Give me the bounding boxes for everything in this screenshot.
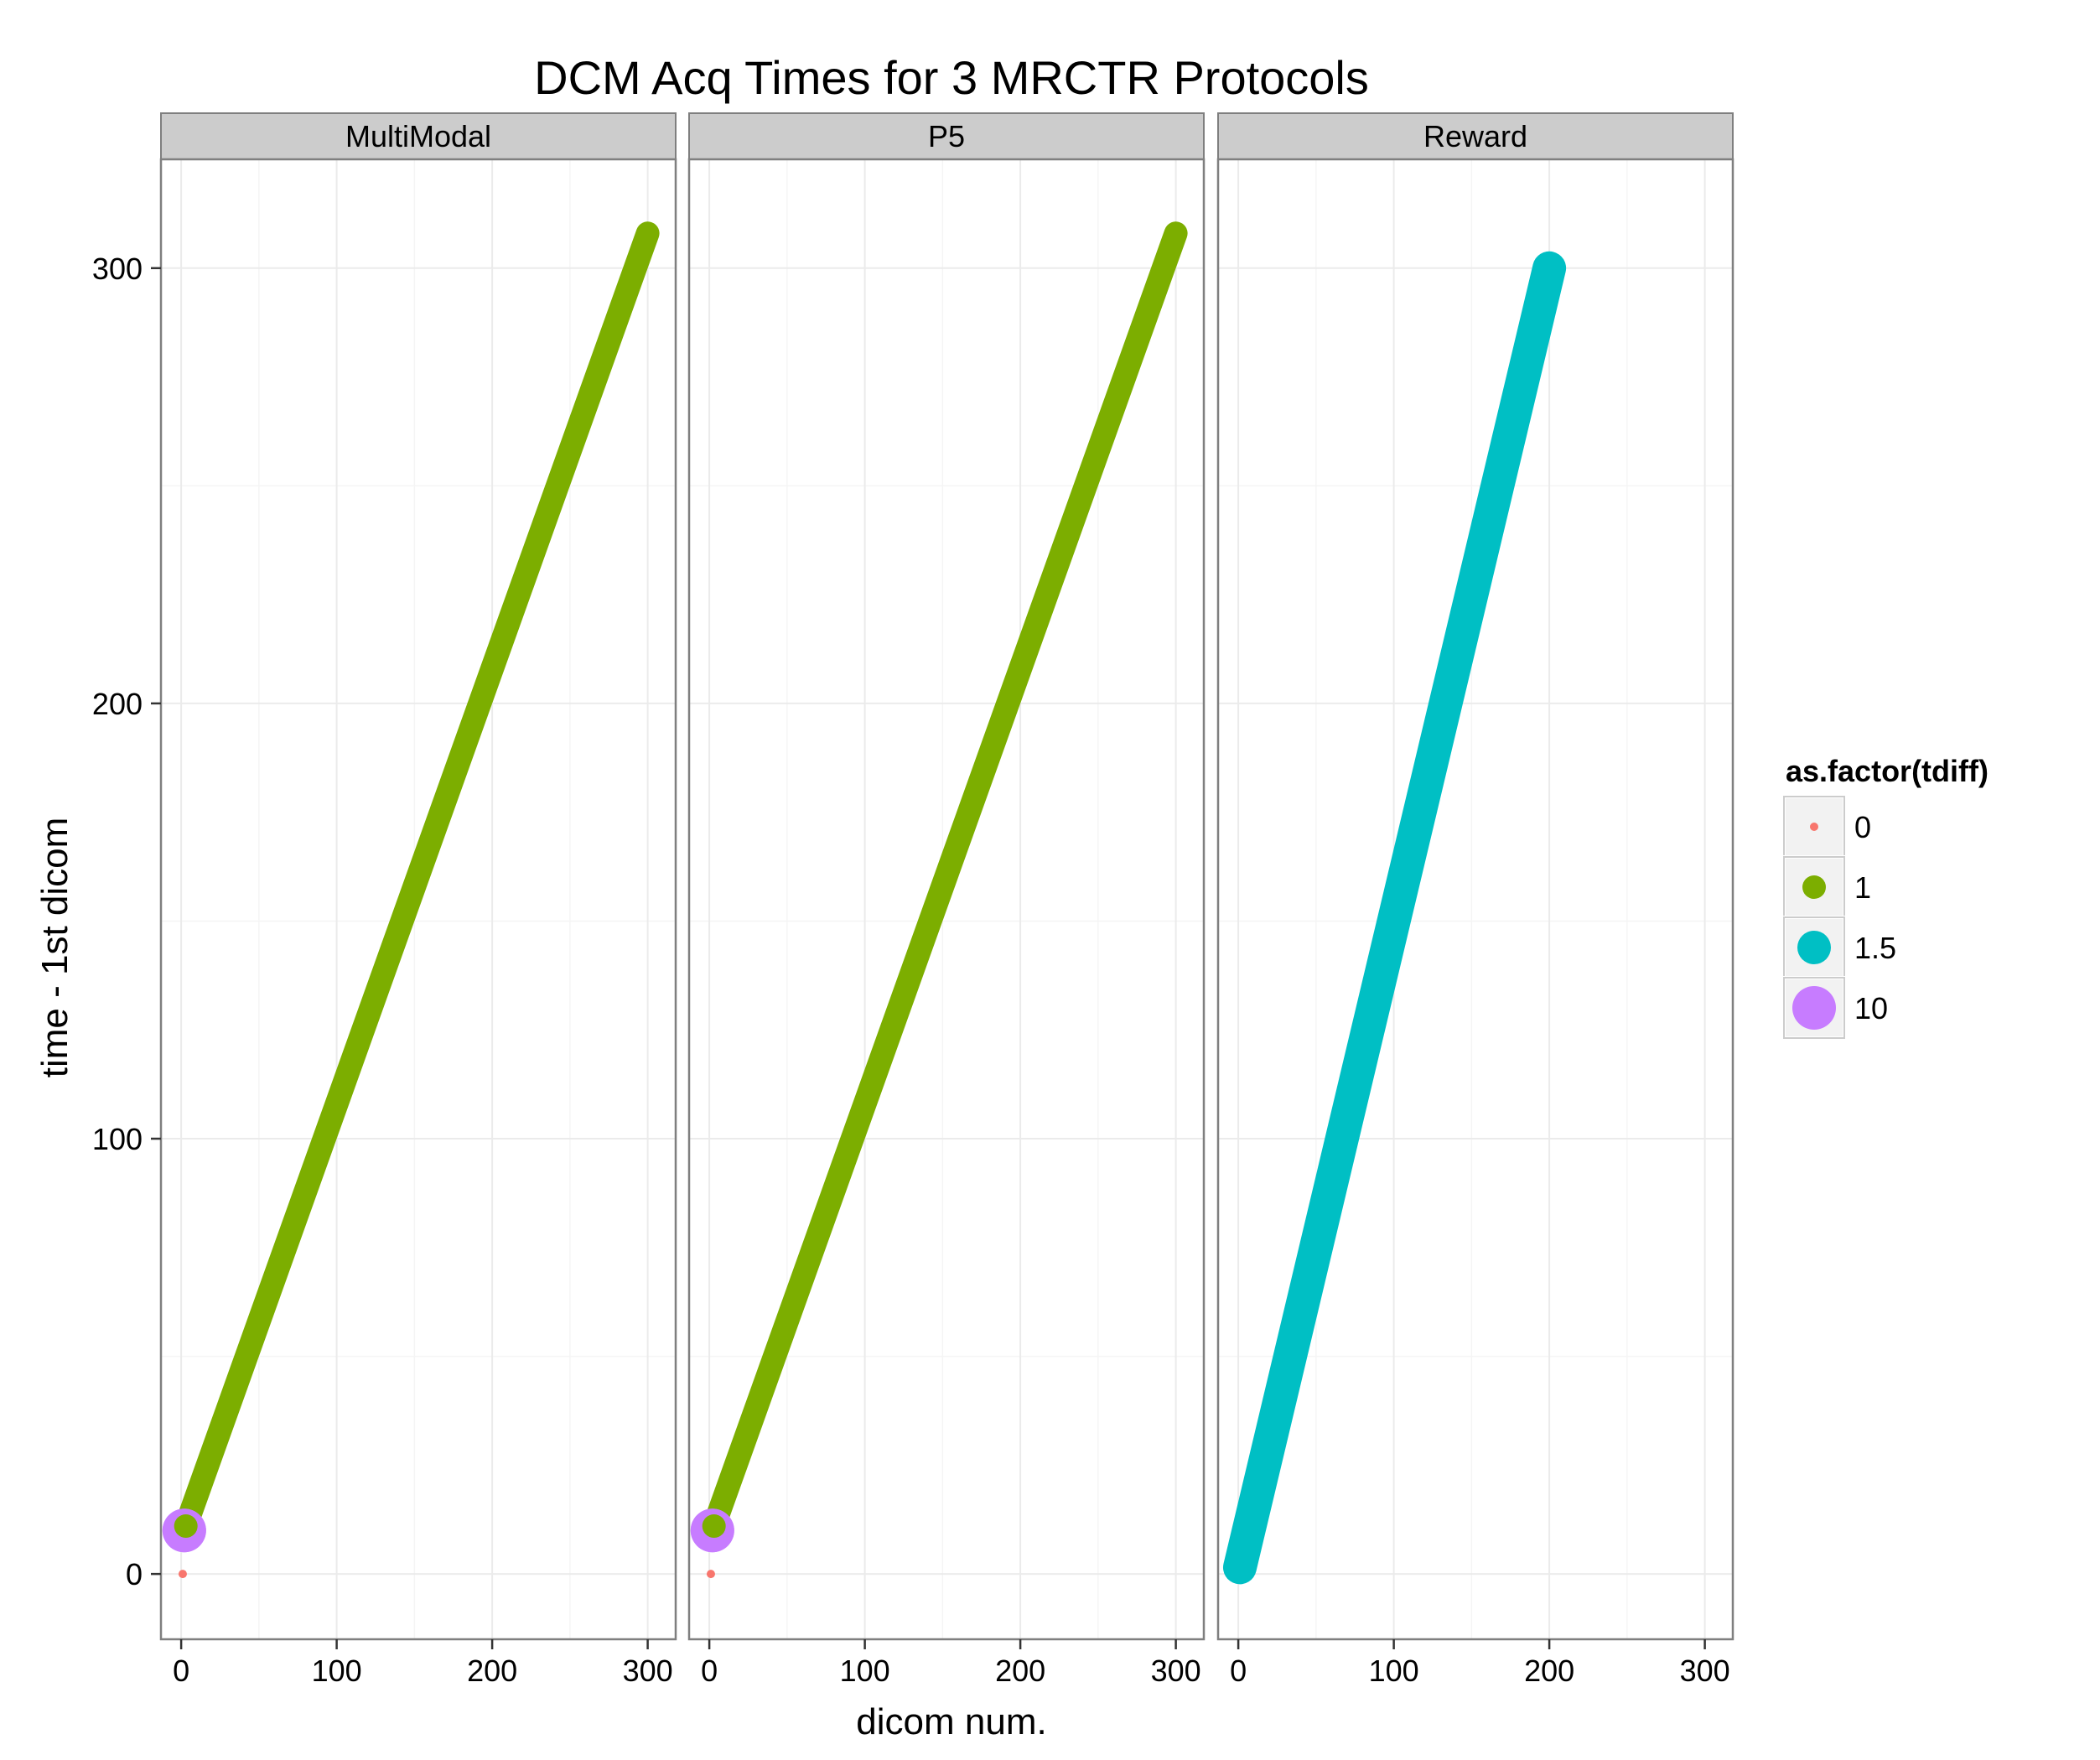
legend-key-1.5 bbox=[1797, 931, 1831, 964]
legend-key-border bbox=[1783, 977, 1845, 1039]
panel-background bbox=[1218, 159, 1733, 1639]
y-tick-label: 0 bbox=[126, 1557, 143, 1591]
facet-strip-label: MultiModal bbox=[345, 119, 491, 153]
facet-panels: MultiModal 0 100 200 300 P5 0 100 200 300 Reward 0 1… bbox=[159, 112, 1734, 1688]
x-tick-label: 0 bbox=[701, 1654, 718, 1688]
legend-key-0 bbox=[1810, 823, 1818, 831]
panel-border bbox=[687, 158, 1206, 1641]
data-series-tdiff-1 bbox=[174, 221, 660, 1539]
legend-label: 0 bbox=[1854, 810, 1871, 844]
legend-label: 1 bbox=[1854, 870, 1871, 905]
facet-panel-reward: Reward 0 100 200 300 bbox=[1216, 112, 1734, 1688]
legend-label: 1.5 bbox=[1854, 931, 1896, 965]
x-tick-label: 200 bbox=[995, 1654, 1045, 1688]
legend-label: 10 bbox=[1854, 991, 1888, 1025]
facet-strip bbox=[688, 112, 1205, 160]
panel-border bbox=[1216, 158, 1734, 1641]
data-series-tdiff-1.5 bbox=[1222, 251, 1567, 1585]
facet-strip-label: P5 bbox=[928, 119, 965, 153]
x-tick-label: 300 bbox=[623, 1654, 673, 1688]
facet-panel-p5: P5 0 100 200 300 bbox=[687, 112, 1206, 1688]
x-tick-label: 0 bbox=[173, 1654, 189, 1688]
legend-title: as.factor(tdiff) bbox=[1786, 754, 1989, 788]
facet-strip bbox=[1217, 112, 1734, 160]
data-point-tdiff-0 bbox=[178, 1570, 187, 1579]
data-point-tdiff-0 bbox=[706, 1570, 715, 1579]
x-tick-label: 100 bbox=[312, 1654, 362, 1688]
y-tick-label: 300 bbox=[92, 252, 143, 286]
x-tick-label: 300 bbox=[1680, 1654, 1730, 1688]
panel-border bbox=[159, 158, 677, 1641]
y-axis: 0 100 200 300 bbox=[92, 252, 161, 1591]
facet-strip bbox=[160, 112, 677, 160]
data-series-tdiff-1 bbox=[702, 221, 1188, 1539]
data-point-tdiff-1 bbox=[702, 1514, 726, 1539]
legend-key-1 bbox=[1802, 875, 1826, 899]
x-tick-label: 100 bbox=[1369, 1654, 1419, 1688]
y-tick-label: 100 bbox=[92, 1122, 143, 1156]
x-tick-label: 100 bbox=[840, 1654, 890, 1688]
data-point-tdiff-1 bbox=[174, 1514, 198, 1539]
y-axis-label: time - 1st dicom bbox=[34, 818, 75, 1078]
x-axis-label: dicom num. bbox=[856, 1701, 1046, 1742]
x-tick-label: 200 bbox=[467, 1654, 517, 1688]
y-tick-label: 200 bbox=[92, 687, 143, 721]
legend: as.factor(tdiff) 0 1 1.5 10 bbox=[1782, 754, 1989, 1040]
x-tick-label: 200 bbox=[1524, 1654, 1574, 1688]
facet-strip-label: Reward bbox=[1423, 119, 1527, 153]
x-tick-label: 300 bbox=[1151, 1654, 1201, 1688]
x-tick-label: 0 bbox=[1230, 1654, 1247, 1688]
facet-panel-multimodal: MultiModal 0 100 200 300 bbox=[159, 112, 677, 1688]
chart-title: DCM Acq Times for 3 MRCTR Protocols bbox=[534, 51, 1369, 104]
legend-key-10 bbox=[1792, 986, 1836, 1030]
